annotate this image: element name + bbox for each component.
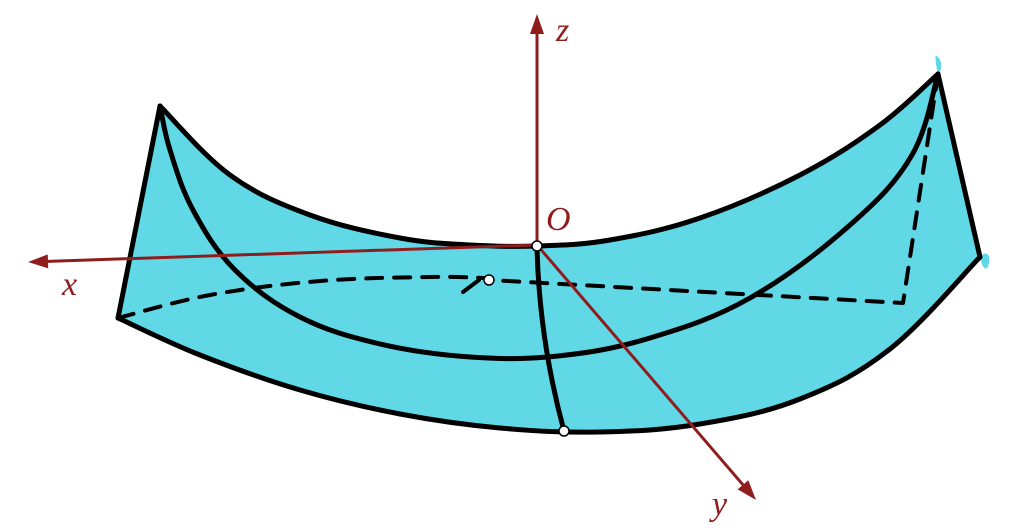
marker-point-2	[484, 275, 494, 285]
marker-point-0	[532, 241, 542, 251]
marker-point-1	[559, 426, 569, 436]
z-axis	[530, 14, 544, 245]
